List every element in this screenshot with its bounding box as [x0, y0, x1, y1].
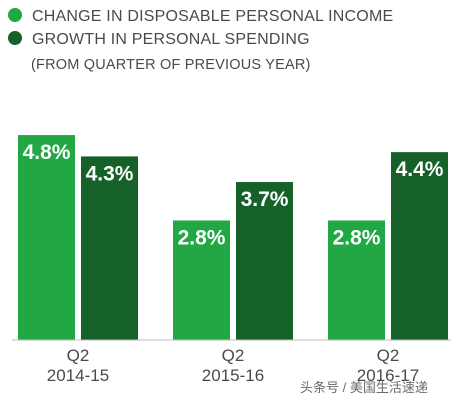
bar-spending-3 [391, 152, 448, 340]
category-label-3-line-1: Q2 [377, 346, 400, 365]
legend-label-spending: GROWTH IN PERSONAL SPENDING [32, 31, 310, 48]
legend: CHANGE IN DISPOSABLE PERSONAL INCOME GRO… [8, 8, 393, 48]
value-label-income-1: 4.8% [23, 141, 71, 164]
legend-swatch-spending [8, 31, 22, 45]
watermark-text: 头条号 / 美国生活速递 [300, 380, 428, 395]
bar-spending-1 [81, 156, 138, 340]
legend-swatch-income [8, 8, 22, 22]
category-label-1-line-2: 2014-15 [47, 366, 109, 385]
value-label-income-3: 2.8% [333, 226, 381, 249]
legend-label-income: CHANGE IN DISPOSABLE PERSONAL INCOME [32, 8, 393, 25]
value-label-spending-2: 3.7% [241, 188, 289, 211]
bars-group: 4.8% 4.3% 2.8% 3.7% 2.8% 4.4% [18, 135, 448, 340]
bar-income-2 [173, 220, 230, 340]
value-label-income-2: 2.8% [178, 226, 226, 249]
bar-income-1 [18, 135, 75, 340]
bar-spending-2 [236, 182, 293, 340]
value-label-spending-1: 4.3% [86, 162, 134, 185]
category-label-1-line-1: Q2 [67, 346, 90, 365]
category-label-2-line-1: Q2 [222, 346, 245, 365]
category-label-3-line-2: 2016-17 [357, 366, 419, 385]
category-label-2-line-2: 2015-16 [202, 366, 264, 385]
legend-item-income: CHANGE IN DISPOSABLE PERSONAL INCOME [8, 8, 393, 25]
chart-subtitle: (FROM QUARTER OF PREVIOUS YEAR) [31, 57, 311, 73]
value-label-spending-3: 4.4% [396, 158, 444, 181]
legend-item-spending: GROWTH IN PERSONAL SPENDING [8, 31, 310, 48]
bar-income-3 [328, 220, 385, 340]
